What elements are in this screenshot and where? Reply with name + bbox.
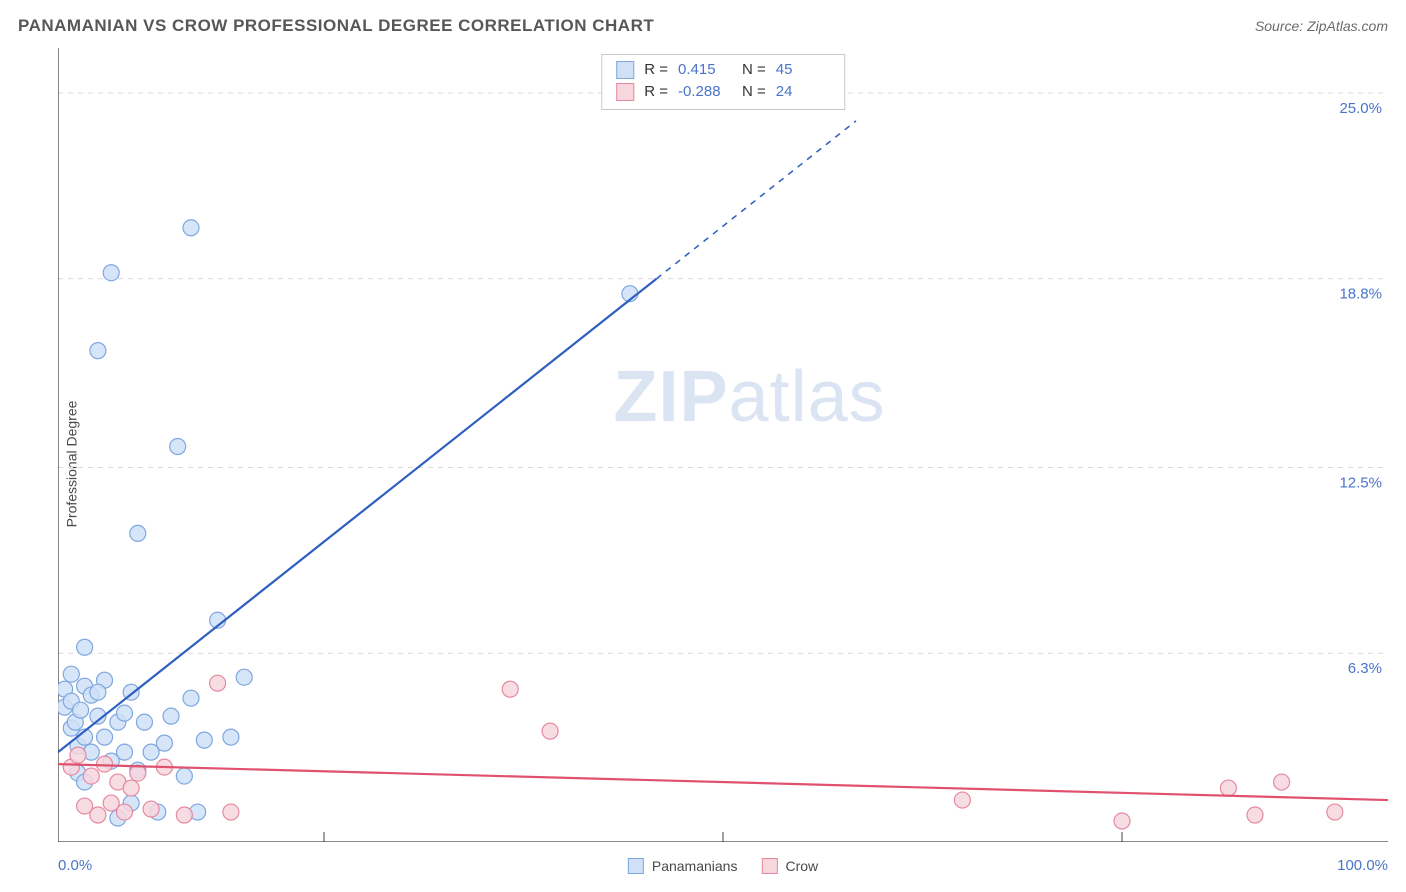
- series-swatch: [761, 858, 777, 874]
- source-attribution: Source: ZipAtlas.com: [1255, 18, 1388, 34]
- legend-label: Panamanians: [652, 858, 738, 874]
- stat-r-label: R =: [644, 59, 668, 81]
- svg-text:25.0%: 25.0%: [1339, 100, 1382, 117]
- series-swatch: [616, 61, 634, 79]
- x-axis-max-label: 100.0%: [1337, 857, 1388, 874]
- series-swatch: [616, 83, 634, 101]
- stat-n-value: 45: [776, 59, 830, 81]
- x-axis-bar: 0.0% Panamanians Crow 100.0%: [58, 842, 1388, 880]
- legend-label: Crow: [785, 858, 818, 874]
- stat-r-value: 0.415: [678, 59, 732, 81]
- scatter-plot: 25.0%18.8%12.5%6.3% ZIPatlas R =0.415N =…: [58, 48, 1388, 842]
- series-swatch: [628, 858, 644, 874]
- legend-item: Crow: [761, 858, 818, 874]
- svg-text:12.5%: 12.5%: [1339, 474, 1382, 491]
- svg-text:6.3%: 6.3%: [1348, 660, 1382, 677]
- stats-row: R = -0.288 N = 24: [616, 81, 830, 103]
- chart-title: PANAMANIAN VS CROW PROFESSIONAL DEGREE C…: [18, 16, 654, 36]
- stat-n-value: 24: [776, 81, 830, 103]
- svg-text:18.8%: 18.8%: [1339, 286, 1382, 303]
- stats-legend: R = 0.415 N = 45 R = -0.288 N = 24: [601, 54, 845, 110]
- stat-r-label: R =: [644, 81, 668, 103]
- stats-row: R = 0.415 N = 45: [616, 59, 830, 81]
- legend-item: Panamanians: [628, 858, 738, 874]
- series-legend: Panamanians Crow: [628, 858, 818, 874]
- stat-n-label: N =: [742, 59, 766, 81]
- x-axis-min-label: 0.0%: [58, 857, 92, 874]
- stat-r-value: -0.288: [678, 81, 732, 103]
- stat-n-label: N =: [742, 81, 766, 103]
